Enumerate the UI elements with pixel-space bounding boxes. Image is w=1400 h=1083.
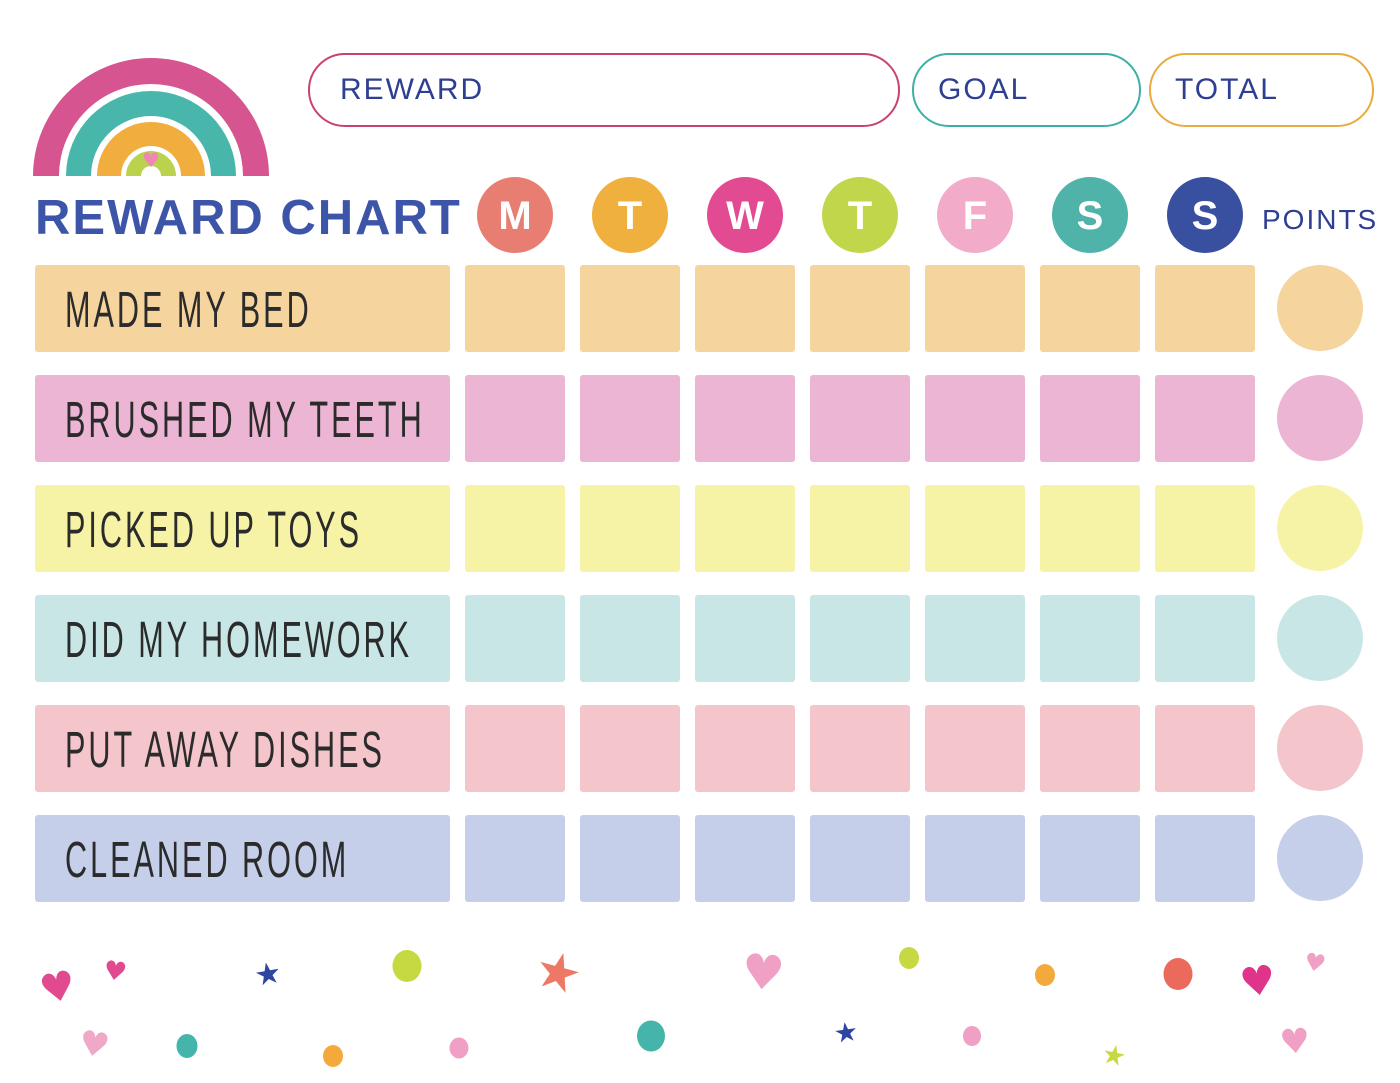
day-cell-row6-thursday[interactable] [810, 815, 910, 902]
points-column-label: POINTS [1262, 204, 1379, 235]
dot-icon [1163, 958, 1193, 990]
day-cell-row1-friday[interactable] [925, 265, 1025, 352]
day-cell-row1-thursday[interactable] [810, 265, 910, 352]
day-header-thursday: T [822, 177, 898, 253]
day-cell-row5-friday[interactable] [925, 705, 1025, 792]
task-label: PICKED UP TOYS [65, 501, 363, 558]
dot-icon [963, 1026, 981, 1046]
day-header-friday: F [937, 177, 1013, 253]
points-cell-row6[interactable] [1277, 815, 1363, 901]
day-cell-row6-friday[interactable] [925, 815, 1025, 902]
day-cell-row2-wednesday[interactable] [695, 375, 795, 462]
task-label: MADE MY BED [65, 281, 312, 338]
day-cell-row3-thursday[interactable] [810, 485, 910, 572]
day-cell-row2-sunday[interactable] [1155, 375, 1255, 462]
task-label: CLEANED ROOM [65, 831, 350, 888]
day-header-saturday: S [1052, 177, 1128, 253]
day-cell-row4-saturday[interactable] [1040, 595, 1140, 682]
day-header-tuesday: T [592, 177, 668, 253]
day-cell-row2-friday[interactable] [925, 375, 1025, 462]
day-cell-row1-monday[interactable] [465, 265, 565, 352]
day-cell-row6-monday[interactable] [465, 815, 565, 902]
star-icon: ★ [527, 937, 589, 1009]
day-cell-row1-sunday[interactable] [1155, 265, 1255, 352]
rainbow-arc-7 [141, 166, 161, 176]
page-title: REWARD CHART [35, 191, 462, 245]
dot-icon [449, 1037, 469, 1059]
task-label: PUT AWAY DISHES [65, 721, 385, 778]
day-cell-row2-saturday[interactable] [1040, 375, 1140, 462]
heart-icon: ♥ [1237, 956, 1279, 1008]
heart-icon: ♥ [142, 148, 160, 172]
day-cell-row3-wednesday[interactable] [695, 485, 795, 572]
task-row-label: CLEANED ROOM [35, 815, 450, 902]
heart-icon: ♥ [1301, 947, 1329, 979]
day-cell-row6-saturday[interactable] [1040, 815, 1140, 902]
rainbow-logo: ♥ [33, 18, 269, 176]
day-cell-row5-wednesday[interactable] [695, 705, 795, 792]
day-header-monday: M [477, 177, 553, 253]
day-cell-row3-friday[interactable] [925, 485, 1025, 572]
day-cell-row3-monday[interactable] [465, 485, 565, 572]
dot-icon [899, 947, 919, 969]
dot-icon [323, 1045, 343, 1067]
task-row-label: MADE MY BED [35, 265, 450, 352]
goal-field[interactable]: GOAL [912, 53, 1141, 127]
day-cell-row5-saturday[interactable] [1040, 705, 1140, 792]
heart-icon: ♥ [101, 955, 129, 989]
points-cell-row3[interactable] [1277, 485, 1363, 571]
day-cell-row5-monday[interactable] [465, 705, 565, 792]
total-field-label: TOTAL [1175, 73, 1279, 106]
day-cell-row4-friday[interactable] [925, 595, 1025, 682]
day-cell-row2-thursday[interactable] [810, 375, 910, 462]
day-cell-row2-tuesday[interactable] [580, 375, 680, 462]
day-cell-row1-wednesday[interactable] [695, 265, 795, 352]
day-cell-row1-tuesday[interactable] [580, 265, 680, 352]
day-cell-row5-tuesday[interactable] [580, 705, 680, 792]
heart-icon: ♥ [35, 961, 81, 1015]
total-field[interactable]: TOTAL [1149, 53, 1374, 127]
star-icon: ★ [831, 1015, 861, 1051]
day-cell-row6-wednesday[interactable] [695, 815, 795, 902]
day-cell-row3-saturday[interactable] [1040, 485, 1140, 572]
heart-icon: ♥ [75, 1022, 113, 1068]
day-header-wednesday: W [707, 177, 783, 253]
reward-field[interactable]: REWARD [308, 53, 900, 127]
task-label: BRUSHED MY TEETH [65, 391, 425, 448]
task-label: DID MY HOMEWORK [65, 611, 413, 668]
task-row-label: BRUSHED MY TEETH [35, 375, 450, 462]
task-row-label: PUT AWAY DISHES [35, 705, 450, 792]
points-cell-row1[interactable] [1277, 265, 1363, 351]
heart-icon: ♥ [1278, 1020, 1312, 1064]
dot-icon [176, 1034, 198, 1058]
heart-icon: ♥ [739, 943, 787, 1003]
day-cell-row4-sunday[interactable] [1155, 595, 1255, 682]
day-cell-row6-sunday[interactable] [1155, 815, 1255, 902]
day-cell-row4-monday[interactable] [465, 595, 565, 682]
reward-field-label: REWARD [340, 73, 485, 106]
goal-field-label: GOAL [938, 73, 1030, 106]
dot-icon [637, 1020, 665, 1052]
star-icon: ★ [1098, 1038, 1130, 1074]
points-cell-row4[interactable] [1277, 595, 1363, 681]
star-icon: ★ [251, 954, 285, 995]
day-cell-row5-sunday[interactable] [1155, 705, 1255, 792]
day-cell-row6-tuesday[interactable] [580, 815, 680, 902]
points-cell-row2[interactable] [1277, 375, 1363, 461]
task-row-label: PICKED UP TOYS [35, 485, 450, 572]
day-cell-row4-tuesday[interactable] [580, 595, 680, 682]
day-cell-row4-thursday[interactable] [810, 595, 910, 682]
day-header-sunday: S [1167, 177, 1243, 253]
dot-icon [392, 950, 422, 982]
day-cell-row3-tuesday[interactable] [580, 485, 680, 572]
day-cell-row2-monday[interactable] [465, 375, 565, 462]
day-cell-row3-sunday[interactable] [1155, 485, 1255, 572]
task-row-label: DID MY HOMEWORK [35, 595, 450, 682]
day-cell-row5-thursday[interactable] [810, 705, 910, 792]
day-cell-row4-wednesday[interactable] [695, 595, 795, 682]
dot-icon [1035, 964, 1055, 986]
points-cell-row5[interactable] [1277, 705, 1363, 791]
day-cell-row1-saturday[interactable] [1040, 265, 1140, 352]
